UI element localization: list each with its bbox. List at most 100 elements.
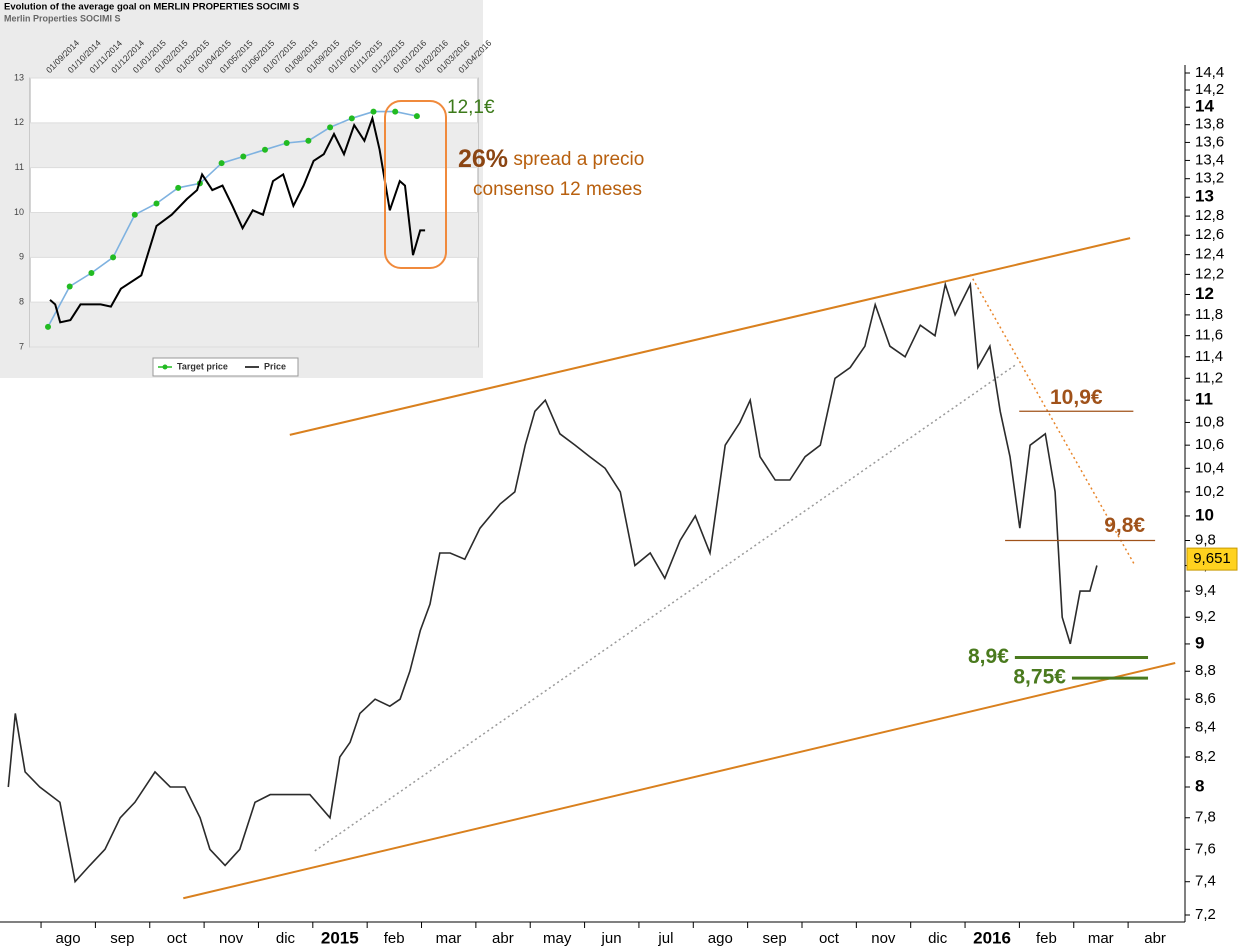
x-tick-label: abr: [492, 930, 514, 947]
y-tick-label: 12,2: [1195, 265, 1224, 282]
target-point: [392, 108, 399, 115]
target-point: [66, 283, 73, 290]
inset: Evolution of the average goal on MERLIN …: [0, 0, 494, 378]
y-tick-label: 11,4: [1195, 348, 1223, 365]
target-point: [131, 211, 138, 218]
target-point: [327, 124, 334, 131]
target-point: [348, 115, 355, 122]
y-tick-label: 8,8: [1195, 662, 1216, 679]
y-tick-label: 11: [1195, 390, 1213, 409]
x-tick-label: mar: [436, 930, 462, 947]
y-tick-label: 11,8: [1195, 306, 1223, 323]
inset-line: [49, 114, 426, 324]
level-label: 10,9€: [1050, 386, 1103, 409]
y-tick-label: 10,4: [1195, 459, 1224, 476]
inset-y-tick-label: 12: [14, 117, 24, 127]
trend-line: [183, 662, 1176, 900]
y-tick-label: 7,8: [1195, 809, 1216, 826]
y-tick-label: 9: [1195, 633, 1204, 652]
inset-title: Evolution of the average goal on MERLIN …: [4, 2, 299, 13]
legend-label: Target price: [177, 361, 228, 371]
x-tick-label: abr: [1144, 930, 1166, 947]
spread-label: 26% spread a precio: [458, 145, 644, 173]
inset-line: [47, 110, 418, 328]
x-tick-label: feb: [1036, 930, 1057, 947]
target-point: [370, 108, 377, 115]
last-price-box: [1186, 547, 1238, 571]
y-tick-label: 8,6: [1195, 690, 1216, 707]
y-tick-label: 13: [1195, 187, 1214, 206]
y-tick-label: 7,2: [1195, 906, 1216, 923]
y-tick-label: 10,8: [1195, 413, 1224, 430]
legend-box: [152, 357, 299, 377]
target-point: [305, 137, 312, 144]
y-tick-label: 8,2: [1195, 748, 1216, 765]
target-point: [413, 113, 420, 120]
y-tick-label: 7,6: [1195, 840, 1216, 857]
inset-y-tick-label: 7: [19, 341, 24, 351]
inset-subtitle: Merlin Properties SOCIMI S: [4, 13, 121, 23]
x-tick-label: sep: [110, 930, 134, 947]
x-tick-label: nov: [871, 930, 896, 947]
level-label: 9,8€: [1104, 514, 1145, 537]
level-label: 8,9€: [968, 645, 1009, 668]
x-tick-label: feb: [384, 930, 405, 947]
x-tick-label: dic: [276, 930, 296, 947]
y-tick-label: 9,8: [1195, 531, 1216, 548]
x-tick-label: jun: [601, 930, 622, 947]
x-tick-label: mar: [1088, 930, 1114, 947]
x-tick-label: oct: [819, 930, 840, 947]
y-tick-label: 14,2: [1195, 81, 1224, 98]
y-tick-label: 12: [1195, 284, 1214, 303]
legend-marker: [162, 364, 168, 370]
price-line: [7, 281, 1098, 884]
y-tick-label: 7,4: [1195, 873, 1216, 890]
grid-band: [30, 122, 478, 168]
x-tick-label: ago: [56, 930, 81, 947]
x-tick-label: 2016: [973, 928, 1011, 947]
target-point: [218, 160, 225, 167]
trend-line: [289, 237, 1131, 436]
target-point: [175, 184, 182, 191]
y-tick-label: 10,6: [1195, 436, 1224, 453]
spread-text: spread a precio: [508, 149, 644, 170]
inset-y-tick-label: 9: [19, 252, 24, 262]
inset-y-tick-label: 11: [15, 162, 24, 172]
x-tick-label: 2015: [321, 928, 359, 947]
x-tick-label: jul: [657, 930, 673, 947]
x-tick-label: may: [543, 930, 572, 947]
x-tick-label: ago: [708, 930, 733, 947]
y-tick-label: 12,6: [1195, 226, 1224, 243]
x-tick-label: sep: [763, 930, 787, 947]
grid-band: [30, 302, 478, 347]
y-tick-label: 11,2: [1195, 369, 1223, 386]
inset-y-tick-label: 10: [14, 207, 24, 217]
target-point: [153, 200, 160, 207]
y-tick-label: 9,2: [1195, 608, 1216, 625]
y-tick-label: 8,4: [1195, 719, 1216, 736]
y-tick-label: 11,6: [1195, 327, 1223, 344]
target-point: [88, 270, 95, 277]
target-point: [45, 323, 51, 330]
trend-line: [969, 274, 1136, 566]
inset-y-tick-label: 8: [19, 297, 24, 307]
inset-y-tick-label: 13: [14, 72, 24, 82]
x-tick-label: dic: [928, 930, 948, 947]
spread-text-2: consenso 12 meses: [473, 179, 642, 200]
legend-label: Price: [264, 361, 286, 371]
last-price-label: 9,651: [1193, 550, 1231, 567]
y-tick-label: 14: [1195, 97, 1214, 116]
y-tick-label: 12,8: [1195, 207, 1224, 224]
y-tick-label: 13,6: [1195, 133, 1224, 150]
y-tick-label: 12,4: [1195, 246, 1224, 263]
target-point: [240, 153, 247, 160]
y-tick-label: 8: [1195, 776, 1204, 795]
y-tick-label: 10: [1195, 505, 1214, 524]
y-tick-label: 13,2: [1195, 170, 1224, 187]
target-point: [262, 146, 268, 153]
spread-pct: 26%: [458, 145, 508, 173]
x-tick-label: nov: [219, 930, 244, 947]
y-tick-label: 14,4: [1195, 64, 1224, 81]
target-point: [110, 254, 117, 261]
